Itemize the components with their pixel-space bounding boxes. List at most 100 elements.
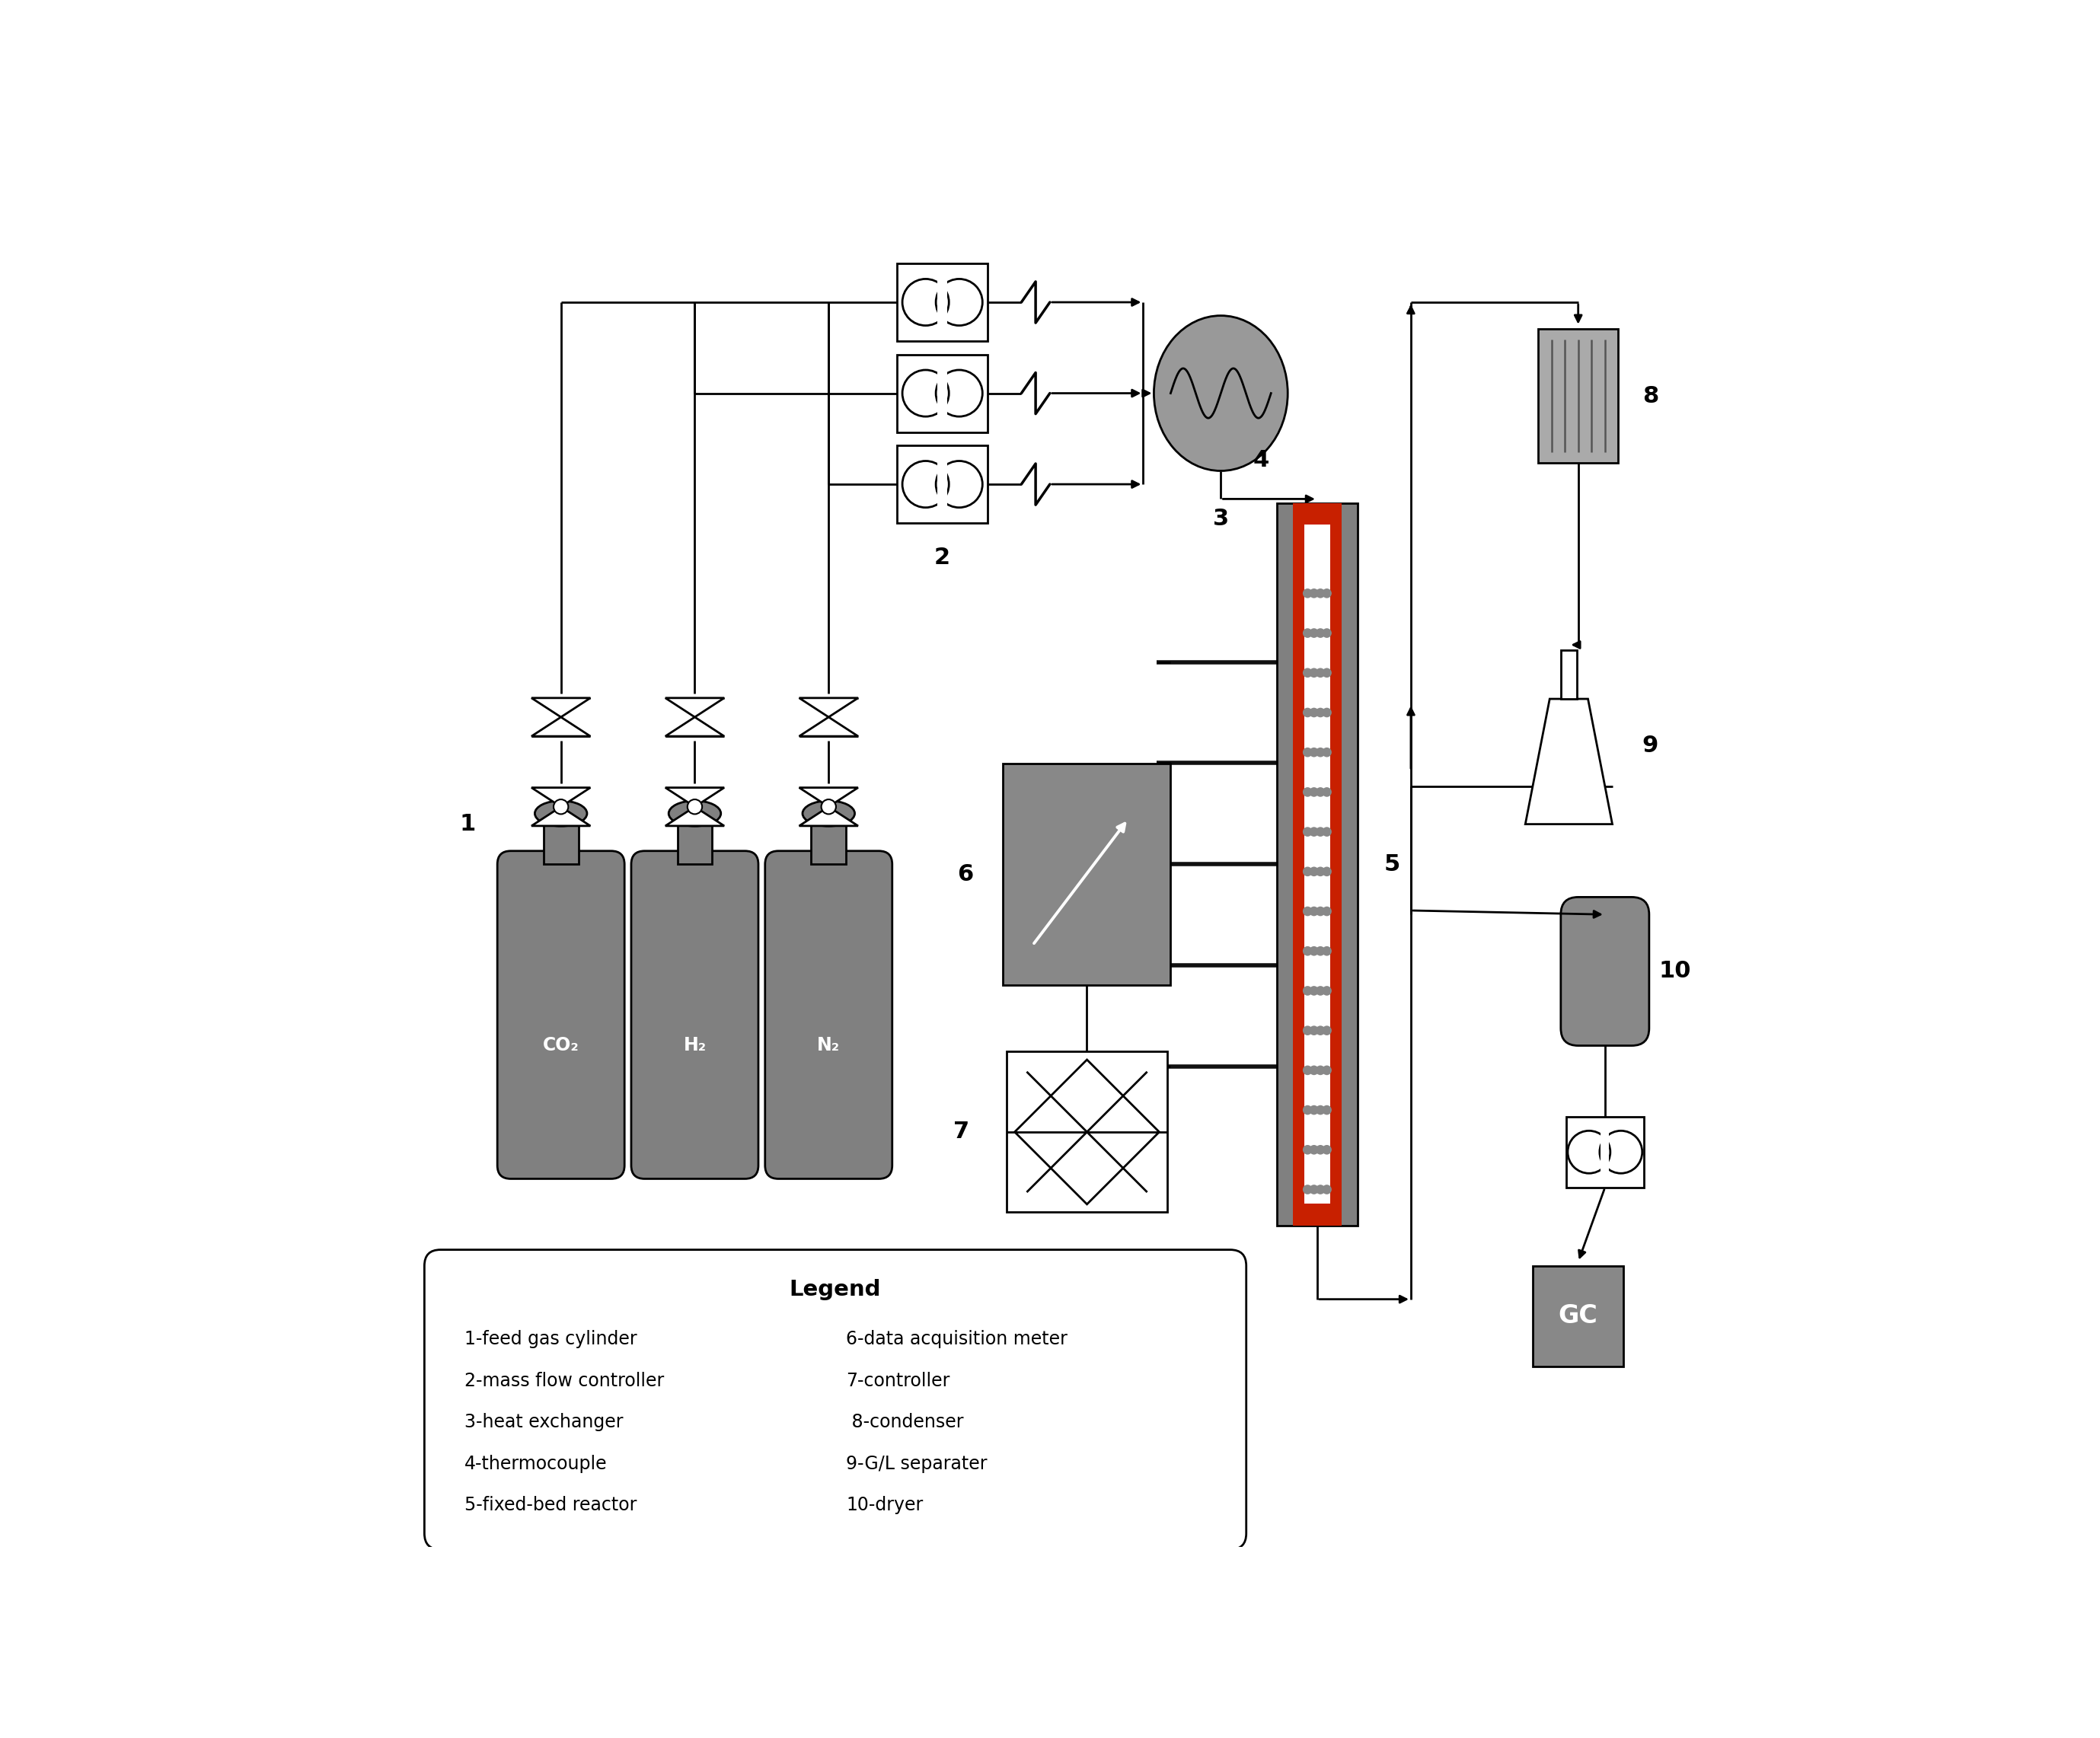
Circle shape — [1315, 787, 1325, 796]
Circle shape — [1308, 787, 1319, 796]
Circle shape — [1315, 747, 1325, 758]
Circle shape — [1323, 945, 1331, 956]
Circle shape — [1302, 1065, 1312, 1076]
FancyBboxPatch shape — [498, 852, 624, 1178]
Polygon shape — [666, 806, 724, 826]
Text: 2-mass flow controller: 2-mass flow controller — [464, 1371, 664, 1390]
FancyBboxPatch shape — [811, 813, 846, 864]
FancyBboxPatch shape — [1002, 765, 1170, 985]
Circle shape — [1315, 985, 1325, 996]
Circle shape — [1302, 945, 1312, 956]
Text: 7: 7 — [953, 1121, 970, 1144]
Circle shape — [1315, 589, 1325, 598]
Text: 6-data acquisition meter: 6-data acquisition meter — [846, 1330, 1067, 1349]
Circle shape — [1315, 1185, 1325, 1194]
Circle shape — [1323, 867, 1331, 876]
Polygon shape — [800, 699, 859, 718]
FancyBboxPatch shape — [424, 1250, 1245, 1550]
Circle shape — [1302, 707, 1312, 718]
FancyBboxPatch shape — [632, 852, 758, 1178]
Circle shape — [1315, 867, 1325, 876]
Circle shape — [1302, 907, 1312, 916]
Circle shape — [1323, 787, 1331, 796]
FancyBboxPatch shape — [897, 445, 987, 523]
Circle shape — [1302, 1185, 1312, 1194]
FancyBboxPatch shape — [937, 280, 947, 325]
FancyBboxPatch shape — [1277, 502, 1357, 1225]
Circle shape — [1323, 1105, 1331, 1114]
Circle shape — [1308, 667, 1319, 678]
Text: 10-dryer: 10-dryer — [846, 1496, 924, 1514]
Circle shape — [1308, 1105, 1319, 1114]
Text: 7-controller: 7-controller — [846, 1371, 949, 1390]
Ellipse shape — [1153, 316, 1287, 471]
Text: 1-feed gas cylinder: 1-feed gas cylinder — [464, 1330, 636, 1349]
Circle shape — [1308, 867, 1319, 876]
FancyBboxPatch shape — [544, 813, 578, 864]
FancyBboxPatch shape — [897, 264, 987, 341]
FancyBboxPatch shape — [1304, 525, 1329, 1204]
Text: 6: 6 — [958, 864, 972, 885]
Circle shape — [1308, 1025, 1319, 1036]
Circle shape — [1315, 907, 1325, 916]
Circle shape — [554, 799, 569, 813]
Circle shape — [1308, 1185, 1319, 1194]
Circle shape — [1315, 627, 1325, 638]
Text: N₂: N₂ — [817, 1036, 840, 1055]
Polygon shape — [531, 787, 590, 806]
Circle shape — [1315, 1025, 1325, 1036]
Text: 5-fixed-bed reactor: 5-fixed-bed reactor — [464, 1496, 636, 1514]
Circle shape — [1323, 1145, 1331, 1154]
Polygon shape — [800, 806, 859, 826]
Circle shape — [1315, 945, 1325, 956]
Polygon shape — [666, 787, 724, 806]
Circle shape — [1323, 1025, 1331, 1036]
Ellipse shape — [535, 801, 588, 826]
Circle shape — [1308, 747, 1319, 758]
Text: H₂: H₂ — [682, 1036, 706, 1055]
Circle shape — [1315, 827, 1325, 836]
Text: 1: 1 — [460, 813, 475, 836]
Polygon shape — [531, 699, 590, 718]
Circle shape — [1302, 1105, 1312, 1114]
Ellipse shape — [802, 801, 855, 826]
Circle shape — [1323, 827, 1331, 836]
FancyBboxPatch shape — [764, 852, 892, 1178]
Circle shape — [1302, 627, 1312, 638]
Text: 3: 3 — [1214, 507, 1228, 530]
Text: 8-condenser: 8-condenser — [846, 1413, 964, 1432]
Circle shape — [1323, 1065, 1331, 1076]
Circle shape — [1308, 707, 1319, 718]
Circle shape — [1308, 1145, 1319, 1154]
Polygon shape — [531, 806, 590, 826]
Text: 8: 8 — [1642, 384, 1659, 407]
Circle shape — [1302, 985, 1312, 996]
Text: 5: 5 — [1384, 853, 1401, 876]
Text: Legend: Legend — [790, 1279, 882, 1300]
Circle shape — [1308, 945, 1319, 956]
Circle shape — [1302, 747, 1312, 758]
Polygon shape — [666, 718, 724, 737]
Circle shape — [1308, 627, 1319, 638]
Text: 2: 2 — [934, 547, 951, 568]
Circle shape — [1315, 1145, 1325, 1154]
FancyBboxPatch shape — [1600, 1131, 1609, 1173]
Circle shape — [1308, 985, 1319, 996]
Circle shape — [1323, 985, 1331, 996]
Circle shape — [1302, 1145, 1312, 1154]
Circle shape — [821, 799, 836, 813]
FancyBboxPatch shape — [1533, 1265, 1623, 1366]
Circle shape — [1323, 667, 1331, 678]
Circle shape — [1308, 827, 1319, 836]
Polygon shape — [800, 787, 859, 806]
FancyBboxPatch shape — [1537, 328, 1619, 462]
Text: 4: 4 — [1254, 448, 1268, 471]
FancyBboxPatch shape — [1560, 897, 1648, 1046]
Circle shape — [1302, 667, 1312, 678]
Circle shape — [1323, 627, 1331, 638]
Circle shape — [1302, 787, 1312, 796]
Circle shape — [1302, 1025, 1312, 1036]
FancyBboxPatch shape — [937, 370, 947, 417]
Ellipse shape — [668, 801, 720, 826]
Circle shape — [1323, 589, 1331, 598]
